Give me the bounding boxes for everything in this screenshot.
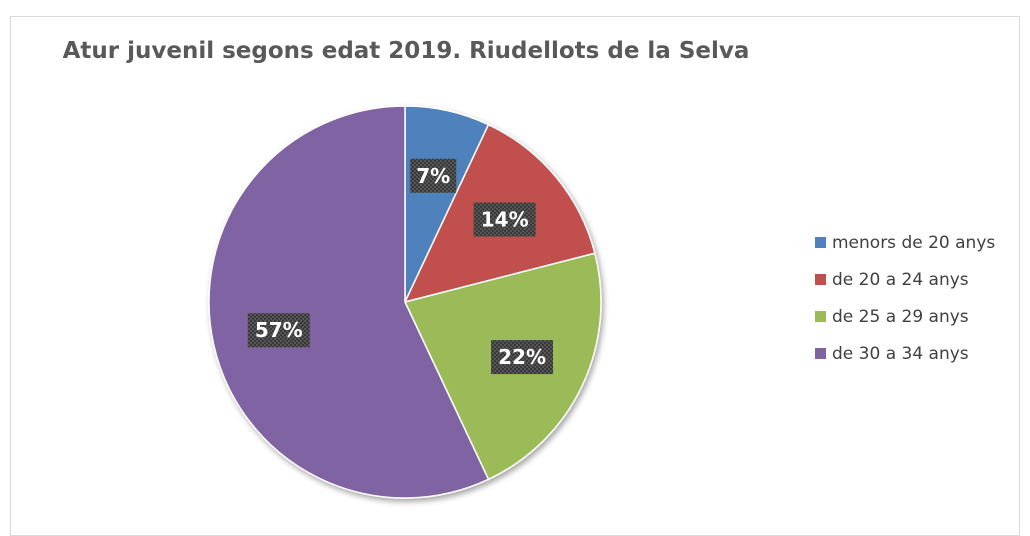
pie-slice-3: [208, 105, 490, 499]
chart-legend: menors de 20 anys de 20 a 24 anys de 25 …: [815, 224, 995, 372]
legend-label: de 30 a 34 anys: [832, 343, 969, 364]
data-label: 57%: [247, 313, 310, 348]
pie-chart: 7% 14% 22% 57%: [208, 105, 602, 499]
data-label-text: 14%: [481, 208, 529, 232]
chart-title: Atur juvenil segons edat 2019. Riudellot…: [62, 38, 750, 64]
legend-swatch-1: [815, 274, 826, 285]
data-label-box: [491, 340, 554, 375]
legend-item: de 20 a 24 anys: [815, 261, 995, 298]
data-label-box: [473, 202, 536, 237]
data-label-box: [247, 313, 310, 348]
legend-item: de 30 a 34 anys: [815, 335, 995, 372]
data-label-text: 57%: [255, 318, 303, 342]
legend-swatch-3: [815, 348, 826, 359]
data-label-text: 22%: [498, 345, 546, 369]
data-label: 14%: [473, 202, 536, 237]
legend-label: de 25 a 29 anys: [832, 306, 969, 327]
data-label: 7%: [410, 158, 457, 193]
legend-item: menors de 20 anys: [815, 224, 995, 261]
legend-item: de 25 a 29 anys: [815, 298, 995, 335]
data-label-text: 7%: [416, 164, 450, 188]
legend-swatch-0: [815, 237, 826, 248]
legend-label: de 20 a 24 anys: [832, 269, 969, 290]
legend-label: menors de 20 anys: [832, 232, 996, 253]
data-label: 22%: [491, 340, 554, 375]
data-label-box: [410, 158, 457, 193]
legend-swatch-2: [815, 311, 826, 322]
